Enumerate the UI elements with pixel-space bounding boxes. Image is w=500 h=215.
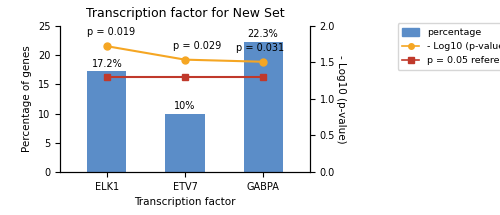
Text: 22.3%: 22.3%	[248, 29, 278, 39]
p = 0.05 reference	[260, 76, 266, 78]
Text: 10%: 10%	[174, 101, 196, 111]
Bar	[166, 114, 204, 172]
Text: p = 0.031: p = 0.031	[236, 43, 284, 53]
Bar	[88, 71, 126, 172]
Line: p = 0.05 reference: p = 0.05 reference	[104, 74, 266, 80]
X-axis label: Transcription factor: Transcription factor	[134, 197, 236, 207]
p = 0.05 reference	[182, 76, 188, 78]
Legend: percentage, - Log10 (p-value), p = 0.05 reference: percentage, - Log10 (p-value), p = 0.05 …	[398, 23, 500, 70]
Text: p = 0.029: p = 0.029	[174, 41, 222, 51]
- Log10 (p-value)	[182, 58, 188, 61]
- Log10 (p-value)	[104, 45, 110, 48]
Bar	[244, 41, 282, 172]
Text: 17.2%: 17.2%	[92, 59, 122, 69]
Line: - Log10 (p-value): - Log10 (p-value)	[104, 43, 266, 65]
Y-axis label: - Log10 (p-value): - Log10 (p-value)	[336, 55, 346, 143]
Y-axis label: Percentage of genes: Percentage of genes	[22, 46, 32, 152]
- Log10 (p-value)	[260, 60, 266, 63]
Text: p = 0.019: p = 0.019	[88, 28, 136, 37]
Title: Transcription factor for New Set: Transcription factor for New Set	[86, 8, 284, 20]
p = 0.05 reference	[104, 76, 110, 78]
